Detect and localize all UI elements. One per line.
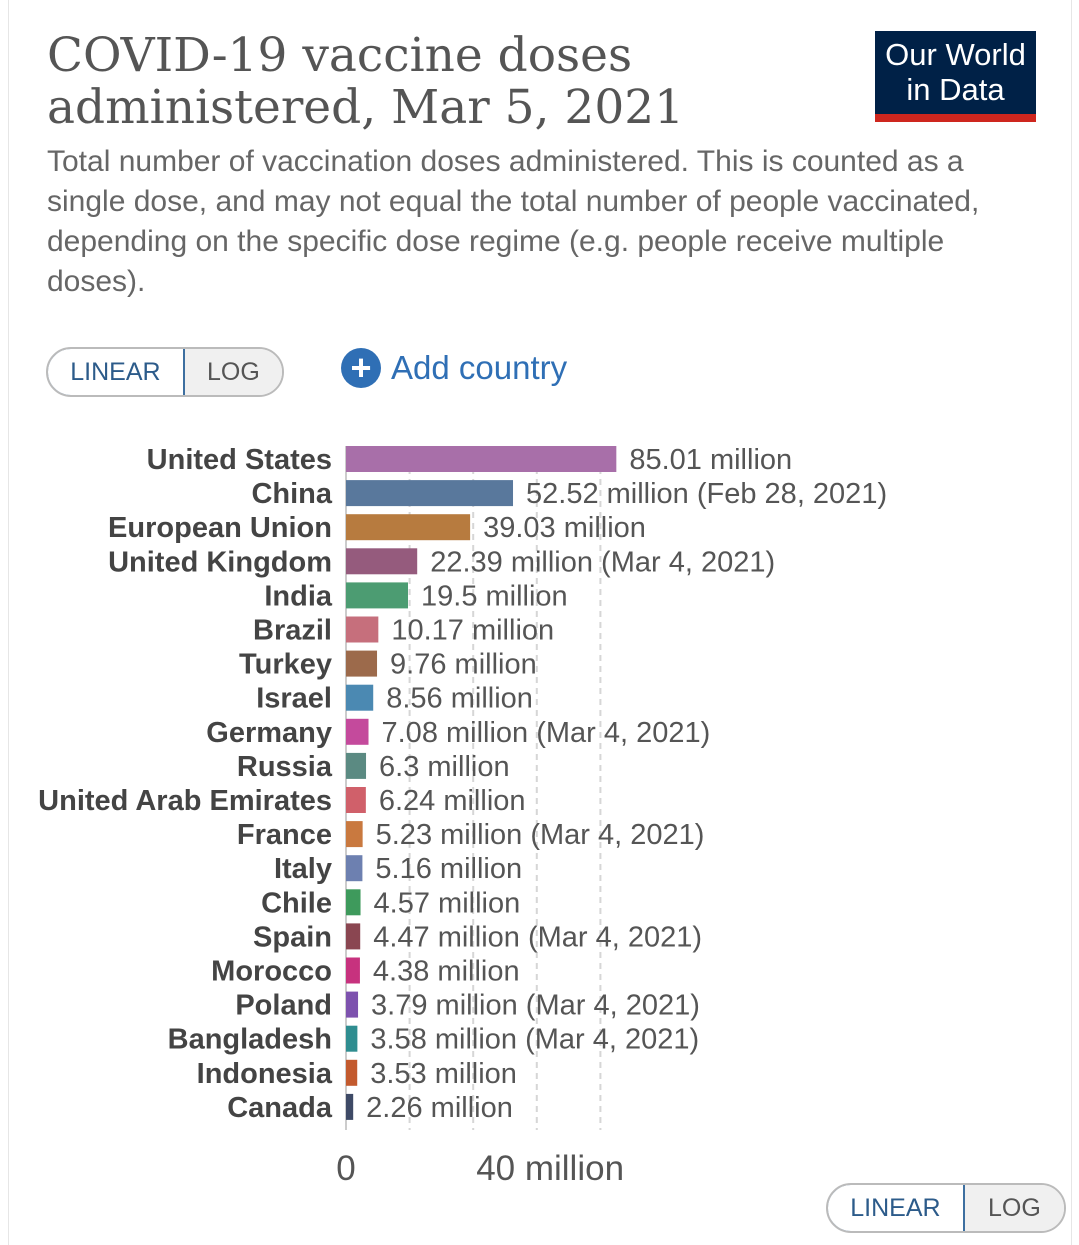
data-label: 2.26 million: [366, 1092, 513, 1124]
log-scale-button-bottom[interactable]: LOG: [964, 1185, 1064, 1231]
bar: [346, 616, 379, 643]
data-label: 7.08 million (Mar 4, 2021): [382, 717, 711, 749]
data-label: 3.58 million (Mar 4, 2021): [370, 1024, 699, 1056]
country-name: China: [251, 478, 332, 510]
linear-scale-button-bottom[interactable]: LINEAR: [828, 1185, 965, 1231]
data-label: 4.47 million (Mar 4, 2021): [373, 921, 702, 953]
country-name: United States: [147, 444, 332, 476]
data-label: 6.24 million: [379, 785, 526, 817]
logo-line-1: Our World: [885, 37, 1026, 72]
country-name: France: [237, 819, 332, 851]
bar: [346, 855, 363, 882]
data-label: 5.16 million: [375, 853, 522, 885]
data-label: 3.53 million: [370, 1058, 517, 1090]
scale-toggle-bottom: LINEAR LOG: [826, 1183, 1066, 1233]
bar: [346, 650, 378, 677]
bar: [346, 787, 366, 813]
bar: [346, 582, 409, 609]
bar: [346, 480, 514, 507]
country-name: Brazil: [253, 615, 332, 647]
linear-scale-button[interactable]: LINEAR: [48, 349, 185, 395]
bar: [346, 1025, 358, 1052]
country-name: India: [264, 580, 333, 612]
add-country-button[interactable]: + Add country: [341, 346, 567, 390]
country-name: Morocco: [211, 956, 332, 988]
log-scale-button[interactable]: LOG: [184, 349, 282, 395]
data-label: 10.17 million: [391, 615, 554, 647]
bar: [346, 957, 360, 984]
bar: [346, 821, 363, 848]
country-name: Russia: [237, 751, 333, 783]
bar: [346, 752, 367, 779]
bar: [346, 446, 617, 472]
bar: [346, 1059, 358, 1086]
data-label: 39.03 million: [483, 512, 646, 544]
country-name: Chile: [261, 887, 332, 919]
chart-frame: [8, 0, 1072, 1245]
data-label: 8.56 million: [386, 683, 533, 715]
data-label: 19.5 million: [421, 580, 568, 612]
bar: [346, 1093, 354, 1120]
data-label: 9.76 million: [390, 649, 537, 681]
scale-toggle-top: LINEAR LOG: [46, 347, 284, 397]
country-name: Spain: [253, 921, 332, 953]
country-name: Italy: [274, 853, 332, 885]
country-name: United Arab Emirates: [38, 785, 332, 817]
x-tick-label: 40 million: [476, 1149, 624, 1188]
data-label: 4.38 million: [373, 956, 520, 988]
country-name: Poland: [235, 990, 332, 1022]
data-label: 3.79 million (Mar 4, 2021): [371, 990, 700, 1022]
country-name: Canada: [227, 1092, 333, 1124]
page-title: COVID-19 vaccine doses administered, Mar…: [47, 28, 685, 135]
bar: [346, 923, 361, 950]
country-name: European Union: [108, 512, 332, 544]
x-tick-label: 0: [336, 1149, 355, 1188]
page-subtitle: Total number of vaccination doses admini…: [47, 145, 980, 298]
country-name: Bangladesh: [168, 1024, 332, 1056]
country-name: Israel: [256, 683, 332, 715]
data-label: 4.57 million: [374, 887, 521, 919]
bar: [346, 889, 361, 916]
bar: [346, 684, 374, 711]
add-country-label: Add country: [391, 349, 568, 386]
country-name: Germany: [206, 717, 332, 749]
bar: [346, 991, 359, 1018]
data-label: 52.52 million (Feb 28, 2021): [526, 478, 887, 510]
country-name: United Kingdom: [108, 546, 332, 578]
logo-line-2: in Data: [906, 72, 1005, 107]
data-label: 5.23 million (Mar 4, 2021): [376, 819, 705, 851]
bar: [346, 548, 418, 575]
plus-circle-icon: +: [341, 348, 381, 388]
data-label: 85.01 million: [629, 444, 792, 476]
country-name: Turkey: [239, 649, 332, 681]
data-label: 22.39 million (Mar 4, 2021): [430, 546, 775, 578]
data-label: 6.3 million: [379, 751, 510, 783]
bar: [346, 718, 369, 745]
country-name: Indonesia: [197, 1058, 333, 1090]
owid-logo[interactable]: Our World in Data: [875, 31, 1036, 122]
bar: [346, 514, 471, 541]
